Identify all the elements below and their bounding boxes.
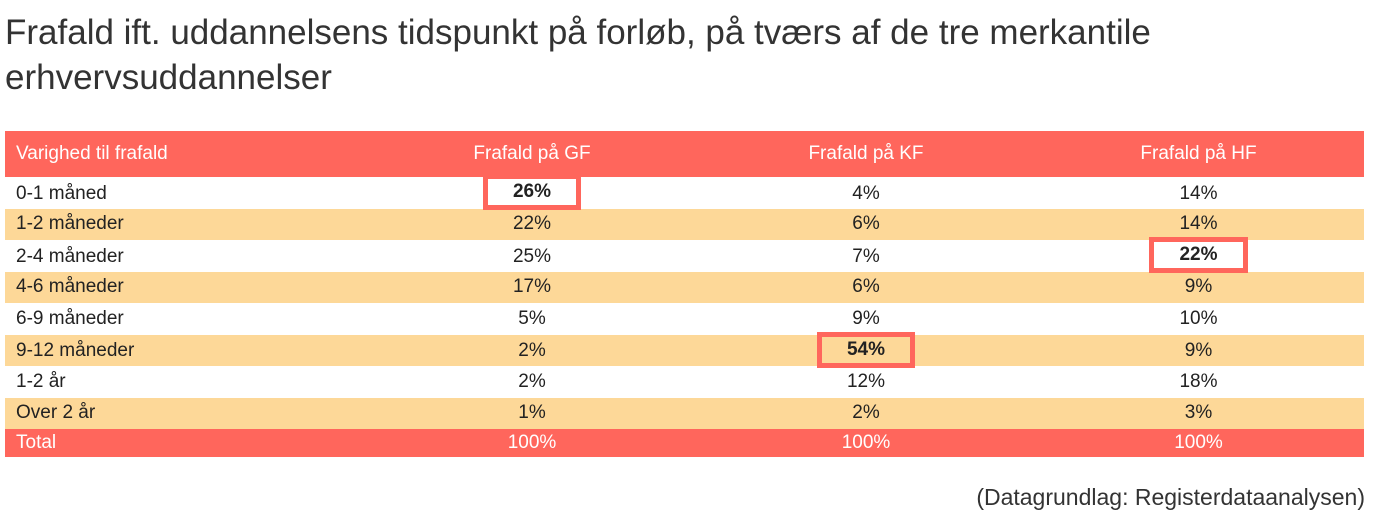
cell-value: 6%	[852, 276, 880, 298]
table-cell: 3%	[1033, 402, 1364, 424]
total-cell: 100%	[841, 432, 891, 453]
column-header: Frafald på GF	[473, 143, 591, 164]
cell-value: 22%	[512, 213, 552, 235]
table-cell: 4%	[699, 183, 1033, 205]
source-note: (Datagrundlag: Registerdataanalysen)	[976, 484, 1365, 510]
data-table: Varighed til frafald Frafald på GF Frafa…	[5, 131, 1364, 457]
column-header: Frafald på KF	[808, 143, 924, 164]
table-cell: 2%	[365, 371, 699, 393]
table-row: 1-2 måneder 22% 6% 14%	[5, 208, 1364, 240]
cell-value: 7%	[852, 245, 880, 267]
table-cell: 18%	[1033, 371, 1364, 393]
row-label: Over 2 år	[16, 402, 96, 424]
cell-value: 54%	[816, 331, 916, 368]
chart-title: Frafald ift. uddannelsens tidspunkt på f…	[5, 13, 1151, 97]
cell-value: 2%	[518, 340, 546, 361]
column-header: Varighed til frafald	[16, 143, 168, 164]
total-label: Total	[16, 432, 57, 453]
cell-value: 9%	[1184, 340, 1213, 361]
table-cell: 12%	[699, 371, 1033, 393]
row-label: 1-2 måneder	[16, 213, 124, 235]
cell-value: 12%	[846, 370, 886, 392]
cell-value: 5%	[518, 307, 546, 329]
table-cell: 2%	[699, 402, 1033, 424]
row-label: 9-12 måneder	[16, 340, 135, 361]
table-row: 4-6 måneder 17% 6% 9%	[5, 271, 1364, 303]
table-cell: 17%	[365, 276, 699, 298]
cell-value: 10%	[1179, 307, 1218, 329]
cell-value: 26%	[482, 174, 582, 210]
cell-value: 2%	[852, 402, 880, 424]
total-cell: 100%	[1174, 432, 1223, 453]
cell-value: 9%	[1184, 276, 1213, 298]
table-cell: 9%	[699, 308, 1033, 330]
cell-value: 17%	[512, 276, 552, 298]
row-label: 1-2 år	[16, 370, 66, 392]
table-row: 2-4 måneder 25% 7% 22%	[5, 237, 1364, 273]
table-cell: 2%	[365, 340, 699, 362]
highlighted-cell: 54%	[699, 331, 1033, 368]
cell-value: 6%	[852, 213, 880, 235]
table-cell: 22%	[365, 213, 699, 235]
table-cell: 6%	[699, 213, 1033, 235]
cell-value: 25%	[512, 245, 552, 267]
table-cell: 25%	[365, 246, 699, 268]
table-row: Over 2 år 1% 2% 3%	[5, 397, 1364, 429]
row-label: 6-9 måneder	[16, 307, 124, 329]
cell-value: 1%	[518, 402, 546, 424]
table-cell: 7%	[699, 246, 1033, 268]
cell-value: 4%	[852, 182, 880, 204]
table-cell: 5%	[365, 308, 699, 330]
table-cell: 14%	[1033, 213, 1364, 235]
column-header: Frafald på HF	[1140, 143, 1257, 164]
table-cell: 1%	[365, 402, 699, 424]
highlighted-cell: 26%	[365, 174, 699, 210]
table-cell: 14%	[1033, 183, 1364, 205]
table-row: 9-12 måneder 2% 54% 9%	[5, 331, 1364, 368]
cell-value: 14%	[1179, 213, 1218, 235]
cell-value: 9%	[852, 307, 880, 329]
table-cell: 9%	[1033, 340, 1364, 362]
table-row: 0-1 måned 26% 4% 14%	[5, 174, 1364, 210]
cell-value: 14%	[1179, 182, 1218, 204]
cell-value: 22%	[1149, 237, 1248, 273]
table-total-row: Total 100% 100% 100%	[5, 429, 1364, 457]
row-label: 2-4 måneder	[16, 245, 124, 267]
table-body: 0-1 måned 26% 4% 14% 1-2 måneder 22% 6% 14% 2-4 …	[5, 174, 1364, 429]
total-cell: 100%	[507, 432, 557, 453]
table-cell: 9%	[1033, 276, 1364, 298]
row-label: 4-6 måneder	[16, 276, 124, 298]
table-row: 6-9 måneder 5% 9% 10%	[5, 303, 1364, 335]
cell-value: 18%	[1179, 370, 1218, 392]
cell-value: 3%	[1184, 402, 1213, 424]
table-row: 1-2 år 2% 12% 18%	[5, 366, 1364, 398]
highlighted-cell: 22%	[1033, 237, 1364, 273]
table-cell: 10%	[1033, 308, 1364, 330]
table-header-row: Varighed til frafald Frafald på GF Frafa…	[5, 131, 1364, 177]
cell-value: 2%	[518, 370, 546, 392]
row-label: 0-1 måned	[16, 182, 107, 204]
table-cell: 6%	[699, 276, 1033, 298]
